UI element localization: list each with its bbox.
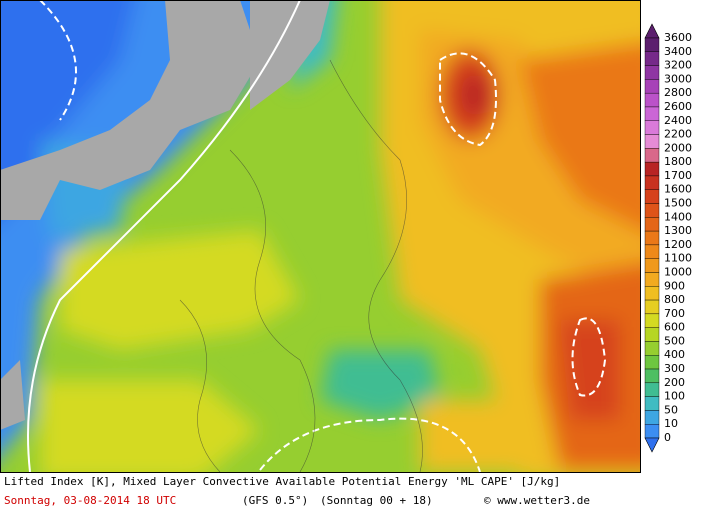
legend-label: 3200 [664, 59, 692, 72]
legend-label: 200 [664, 376, 685, 389]
legend-swatch [644, 65, 660, 80]
legend-swatch [644, 120, 660, 135]
legend-swatch [644, 37, 660, 52]
legend-label: 500 [664, 334, 685, 347]
legend-label: 2400 [664, 114, 692, 127]
legend-swatch [644, 327, 660, 342]
legend-label: 3600 [664, 31, 692, 44]
legend-label: 10 [664, 417, 678, 430]
legend-swatch [644, 134, 660, 149]
legend-swatch [644, 161, 660, 177]
legend-label: 1000 [664, 265, 692, 278]
legend-label: 800 [664, 293, 685, 306]
legend-swatch [644, 368, 660, 384]
legend-label: 1700 [664, 169, 692, 182]
legend-label: 100 [664, 390, 685, 403]
legend-swatch [644, 396, 660, 411]
legend-label: 2800 [664, 86, 692, 99]
caption-run: (Sonntag 00 + 18) [320, 494, 433, 507]
caption-title: Lifted Index [K], Mixed Layer Convective… [4, 475, 560, 488]
legend-swatch [644, 51, 660, 66]
legend-label: 3400 [664, 45, 692, 58]
legend-swatch [644, 203, 660, 218]
legend-label: 2000 [664, 141, 692, 154]
legend-label: 0 [664, 431, 671, 444]
legend: 3600340032003000280026002400220020001800… [644, 23, 692, 453]
caption-copyright: © www.wetter3.de [484, 494, 590, 507]
legend-label: 300 [664, 362, 685, 375]
legend-label: 1200 [664, 238, 692, 251]
caption-date: Sonntag, 03-08-2014 18 UTC [4, 494, 176, 507]
legend-swatch [644, 244, 660, 259]
legend-label: 400 [664, 348, 685, 361]
legend-swatch [644, 272, 660, 287]
legend-swatch [644, 106, 660, 121]
legend-label: 3000 [664, 72, 692, 85]
legend-swatch [644, 355, 660, 370]
legend-swatch [644, 79, 660, 94]
legend-swatch [644, 92, 660, 108]
legend-swatch [644, 148, 660, 163]
legend-swatch [644, 189, 660, 204]
legend-label: 1100 [664, 252, 692, 265]
legend-label: 1300 [664, 224, 692, 237]
legend-swatch [644, 230, 660, 246]
legend-swatch [644, 410, 660, 425]
legend-label: 1600 [664, 183, 692, 196]
legend-label: 900 [664, 279, 685, 292]
legend-label: 1800 [664, 155, 692, 168]
legend-swatch [644, 341, 660, 356]
legend-swatch [644, 382, 660, 397]
legend-swatch [644, 286, 660, 301]
legend-label: 1500 [664, 197, 692, 210]
legend-swatch [644, 313, 660, 328]
legend-label: 700 [664, 307, 685, 320]
legend-swatch [644, 175, 660, 190]
legend-swatch [644, 258, 660, 273]
legend-arrow-top [644, 23, 660, 39]
legend-label: 600 [664, 321, 685, 334]
legend-swatch [644, 424, 660, 439]
map [0, 0, 640, 472]
legend-label: 2600 [664, 100, 692, 113]
legend-swatch [644, 217, 660, 232]
caption-model: (GFS 0.5°) [242, 494, 308, 507]
legend-label: 2200 [664, 128, 692, 141]
legend-swatch [644, 299, 660, 315]
legend-arrow-bottom [644, 437, 660, 453]
legend-label: 50 [664, 403, 678, 416]
legend-label: 1400 [664, 210, 692, 223]
